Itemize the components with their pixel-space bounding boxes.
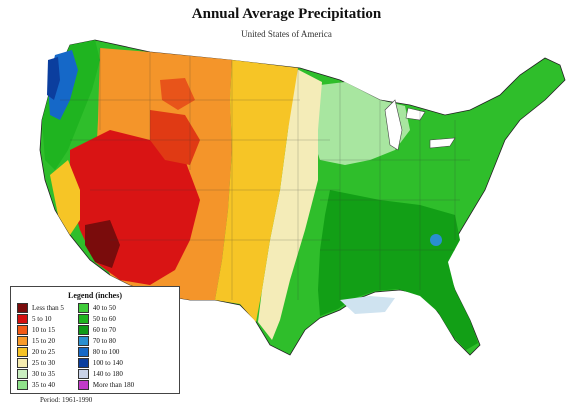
legend-column: Less than 5 5 to 10 10 to 15 15 to 20 20 to … [17,303,64,390]
legend-box: Legend (inches) Less than 5 5 to 10 10 to … [10,286,180,394]
legend-label: 70 to 80 [92,337,116,345]
midwest-region [310,82,410,165]
legend-swatch [77,358,89,368]
legend-swatch [17,314,28,324]
legend-swatch [77,380,89,390]
legend-item: 30 to 35 [17,369,64,379]
legend-item: 25 to 30 [17,358,64,368]
legend-label: 15 to 20 [32,337,55,345]
pacific-coast-region [42,40,100,170]
legend-swatch [17,347,28,357]
california-valley-patch [50,160,80,235]
legend-item: 100 to 140 [77,358,134,368]
legend-item: 5 to 10 [17,314,64,324]
legend-item: 40 to 50 [77,303,134,313]
legend-item: 60 to 70 [77,325,134,335]
legend-label: Less than 5 [32,304,64,312]
great-lakes [384,99,456,151]
legend-label: 35 to 40 [32,381,55,389]
legend-swatch [17,380,28,390]
legend-columns: Less than 5 5 to 10 10 to 15 15 to 20 20 to … [17,303,134,390]
legend-swatch [17,358,28,368]
plains-pale-band [258,68,322,340]
legend-swatch [77,369,89,379]
legend-swatch [77,347,89,357]
legend-label: 10 to 15 [32,326,55,334]
legend-swatch [77,314,89,324]
gulf-coast-patch [340,296,395,314]
legend-swatch [17,325,28,335]
legend-item: 50 to 60 [77,314,134,324]
map-title: Annual Average Precipitation [191,6,382,22]
legend-label: 5 to 10 [32,315,52,323]
appalachian-wet-spot [430,234,442,246]
great-basin-patch [150,110,200,165]
legend-title: Legend (inches) [68,291,122,300]
legend-item: 140 to 180 [77,369,134,379]
legend-label: 100 to 140 [92,359,123,367]
legend-item: 15 to 20 [17,336,64,346]
legend-label: 50 to 60 [92,315,116,323]
legend-swatch [17,336,28,346]
coastal-rainforest-strip [47,57,60,100]
legend-item: Less than 5 [17,303,64,313]
legend-swatch [77,336,89,346]
legend-swatch [77,303,89,313]
legend-item: More than 180 [77,380,135,390]
legend-swatch [17,369,28,379]
legend-label: 60 to 70 [92,326,116,334]
legend-item: 20 to 25 [17,347,64,357]
legend-item: 35 to 40 [17,380,64,390]
map-subtitle: United States of America [241,29,332,39]
legend-label: 30 to 35 [32,370,55,378]
period-label: Period: 1961-1990 [40,396,93,404]
legend-column: 40 to 50 50 to 60 60 to 70 70 to 80 80 to 10… [77,303,135,390]
legend-label: 20 to 25 [32,348,55,356]
legend-swatch [17,303,28,313]
legend-item: 10 to 15 [17,325,64,335]
legend-label: 80 to 100 [92,348,120,356]
legend-label: 140 to 180 [92,370,123,378]
state-borders [60,48,470,300]
plains-yellow-region [215,60,298,322]
legend-swatch [77,325,89,335]
legend-label: 25 to 30 [32,359,55,367]
legend-item: 70 to 80 [77,336,134,346]
legend-label: 40 to 50 [92,304,116,312]
wyoming-patch [160,78,195,110]
mojave-patch [85,220,120,268]
legend-label: More than 180 [92,381,135,389]
legend-item: 80 to 100 [77,347,134,357]
southeast-region [318,190,478,350]
